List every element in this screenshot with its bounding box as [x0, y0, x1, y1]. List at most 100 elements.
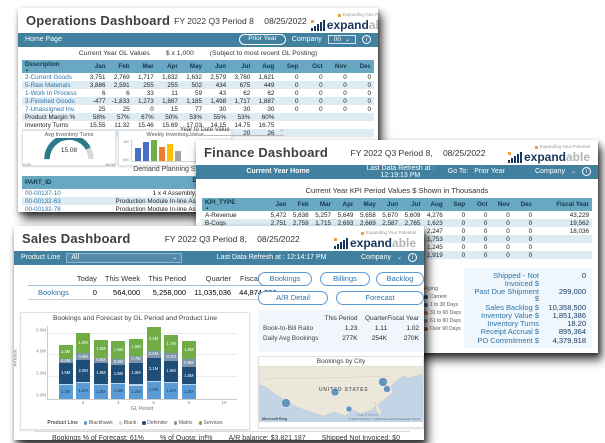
- kpi-label: Inventory Value $: [481, 310, 539, 320]
- legend-item[interactable]: 31 to 60 Days: [424, 310, 461, 316]
- billings-button[interactable]: Billings: [320, 272, 370, 287]
- column-header[interactable]: Jun: [378, 198, 402, 211]
- legend-item[interactable]: Blank: [118, 420, 136, 426]
- legend-item[interactable]: Current: [424, 294, 461, 300]
- stacked-bar[interactable]: 1.3M 1.9M 0.4M 1.3M: [58, 344, 73, 399]
- column-header[interactable]: Mar: [132, 60, 157, 73]
- legend-item[interactable]: Blackhawk: [83, 420, 113, 426]
- kpi-value: 10,358,500: [548, 302, 586, 312]
- nav-home-page[interactable]: Home Page: [25, 36, 62, 43]
- chevron-down-icon[interactable]: ⌄: [396, 254, 402, 261]
- city-bubble-marker[interactable]: [383, 385, 391, 393]
- bookings-by-city-map[interactable]: Bookings by City UNITED STATES Gulf of M…: [258, 356, 424, 428]
- sort-ascending-icon: ▲: [205, 205, 209, 210]
- column-header[interactable]: Aug: [423, 198, 446, 211]
- bar-segment: [93, 383, 108, 385]
- bar-segment: 2.1M: [146, 357, 161, 381]
- backlog-button[interactable]: Backlog: [376, 272, 424, 287]
- city-bubble-marker[interactable]: [378, 377, 388, 387]
- column-header[interactable]: Apr: [156, 60, 181, 73]
- column-header[interactable]: Jun: [204, 60, 230, 73]
- stat-item: Bookings % of Forecast: 61%: [52, 435, 144, 440]
- product-line-dropdown[interactable]: All ⌄: [66, 252, 183, 263]
- column-header[interactable]: Description▲: [22, 60, 85, 73]
- column-header[interactable]: Oct: [468, 198, 491, 211]
- stacked-bar[interactable]: 1.3M 1.5M 0.8M 1.6M: [181, 341, 196, 399]
- table-row: B-Cogs 2,751 2,759 1,715 2,693 2,669 2,587 2,76…: [202, 219, 592, 227]
- bookings-forecast-chart[interactable]: Bookings and Forecast by GL Period and P…: [14, 312, 250, 430]
- column-header[interactable]: Feb: [108, 60, 133, 73]
- stacked-bar[interactable]: 1.5M 2.0M 0.6M 1.9M: [76, 332, 91, 399]
- legend-item[interactable]: Matrix: [173, 420, 193, 426]
- stacked-bar[interactable]: 1.4M 1.6M 0.6M 1.6M: [111, 341, 126, 399]
- mini-bar: [142, 141, 149, 161]
- column-header[interactable]: Mar: [311, 198, 335, 211]
- metric-value: 5,258,000: [140, 285, 187, 300]
- bookings-button[interactable]: Bookings: [258, 272, 312, 287]
- forecast-button[interactable]: Forecast: [336, 291, 424, 306]
- column-header[interactable]: Sep: [277, 60, 302, 73]
- operations-navbar: Home Page Prior Year Company 00 ⌄ i: [18, 32, 378, 47]
- goto-prior-year-link[interactable]: Prior Year: [474, 168, 505, 175]
- column-header[interactable]: Jan: [84, 60, 109, 73]
- company-dropdown[interactable]: 00 ⌄: [327, 35, 356, 44]
- column-header[interactable]: Nov: [490, 198, 513, 211]
- column-header[interactable]: Jul: [229, 60, 254, 73]
- kpi-subtitle: Current Year KPI Period Values $ Shown i…: [305, 186, 489, 195]
- stacked-bar[interactable]: 1.3M 1.9M 0.5M 1.6M: [93, 340, 108, 399]
- avg-inventory-turns-gauge[interactable]: Avg Inventory Turns 15.08 0.00 18.00: [22, 130, 116, 167]
- column-header[interactable]: Sep: [445, 198, 469, 211]
- table-row: 2-Current Goods 3,751 2,769 1,717 1,832 1,632…: [25, 73, 371, 81]
- column-header[interactable]: KPI_TYPE ▲: [202, 198, 267, 211]
- column-header[interactable]: Oct: [301, 60, 326, 73]
- column-header[interactable]: Dec: [512, 198, 536, 211]
- info-icon[interactable]: i: [582, 167, 591, 176]
- legend-item[interactable]: 61 to 90 Days: [424, 318, 461, 324]
- kpi-label: Sales Backlog $: [485, 302, 539, 312]
- column-header[interactable]: Nov: [325, 60, 350, 73]
- bar-segment: 2.2M: [146, 327, 161, 352]
- bar-segment: 1.6M: [93, 340, 108, 358]
- table-row: Product Margin % 58% 57% 67% 50% 53% 55% 53% 60%: [22, 113, 374, 121]
- city-bubble-marker[interactable]: [330, 387, 340, 397]
- ar-detail-button[interactable]: A/R Detail: [258, 291, 328, 306]
- book-to-bill-card: This Period Quarter Fiscal Year Book-to-…: [258, 310, 424, 352]
- prior-year-button[interactable]: Prior Year: [239, 34, 286, 45]
- bar-segment: 0.6M: [76, 353, 91, 360]
- stacked-bar[interactable]: 1.5M 1.9M 0.7M 1.7M: [164, 334, 179, 399]
- city-bubble-marker[interactable]: [281, 398, 291, 408]
- year-to-date-slicer[interactable]: Year to Date Value ⌄: [180, 127, 284, 136]
- column-header[interactable]: May: [180, 60, 205, 73]
- info-icon[interactable]: i: [408, 253, 417, 262]
- legend-item[interactable]: Services: [198, 420, 223, 426]
- column-header[interactable]: Apr: [334, 198, 357, 211]
- kpi-row: Receipt Accrual $ 895,364: [470, 328, 586, 336]
- city-bubble-marker[interactable]: [345, 405, 353, 413]
- column-header[interactable]: Feb: [289, 198, 312, 211]
- column-header[interactable]: Aug: [253, 60, 278, 73]
- company-label: Company: [291, 36, 322, 43]
- legend-item[interactable]: Defender: [142, 420, 168, 426]
- mini-bar: [134, 148, 141, 161]
- stacked-bar[interactable]: 1.2M 1.9M 0.7M 1.5M: [129, 339, 143, 399]
- column-header[interactable]: Fiscal Year: [535, 198, 592, 211]
- column-header[interactable]: Jan: [267, 198, 290, 211]
- legend-item[interactable]: Over 90 Days: [424, 326, 461, 332]
- chevron-down-icon[interactable]: ⌄: [570, 168, 576, 175]
- column-header[interactable]: Jul: [401, 198, 424, 211]
- column-header[interactable]: May: [356, 198, 379, 211]
- info-icon[interactable]: i: [362, 35, 371, 44]
- legend-item[interactable]: 1 to 30 Days: [424, 302, 461, 308]
- us-map[interactable]: UNITED STATES Gulf of Mexico Microsoft B…: [258, 365, 424, 422]
- orange-square-icon: [360, 231, 364, 235]
- nav-current-year-home[interactable]: Current Year Home: [246, 168, 310, 175]
- table-row: A-Revenue 5,472 5,638 5,257 5,649 5,658 5,670 5…: [205, 211, 589, 219]
- legend-dot: [424, 303, 428, 307]
- bar-segment: 1.9M: [164, 360, 179, 382]
- orange-square-icon: [534, 145, 538, 149]
- stacked-bar[interactable]: 1.6M 2.1M 0.6M 2.2M: [146, 327, 161, 399]
- column-header[interactable]: Dec: [349, 60, 374, 73]
- kpi-row: Shipped - Not Invoiced $ 0: [470, 272, 586, 287]
- column-header[interactable]: PART_ID: [22, 176, 70, 189]
